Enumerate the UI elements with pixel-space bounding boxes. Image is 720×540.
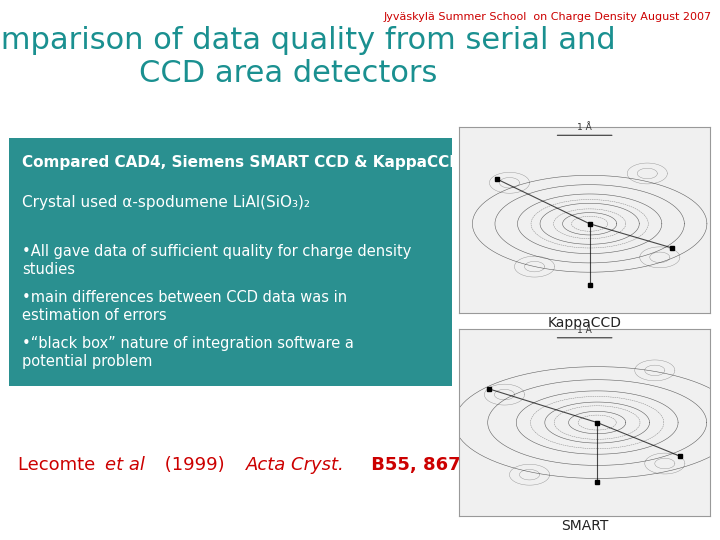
Text: Lecomte: Lecomte	[18, 456, 101, 474]
Text: Compared CAD4, Siemens SMART CCD & KappaCCD: Compared CAD4, Siemens SMART CCD & Kappa…	[22, 155, 462, 170]
Text: Crystal used α-spodumene LiAl(SiO₃)₂: Crystal used α-spodumene LiAl(SiO₃)₂	[22, 195, 310, 211]
Text: Jyväskylä Summer School  on Charge Density August 2007: Jyväskylä Summer School on Charge Densit…	[383, 12, 711, 22]
Text: 1 Å: 1 Å	[577, 124, 592, 132]
Text: CCD area detectors: CCD area detectors	[139, 59, 437, 89]
Text: KappaCCD: KappaCCD	[548, 316, 621, 330]
Text: •main differences between CCD data was in
estimation of errors: •main differences between CCD data was i…	[22, 290, 348, 323]
Text: B55, 867-881: B55, 867-881	[364, 456, 505, 474]
Text: SMART: SMART	[561, 519, 608, 533]
Text: Comparison of data quality from serial and: Comparison of data quality from serial a…	[0, 26, 616, 55]
Text: Acta Cryst.: Acta Cryst.	[246, 456, 344, 474]
Text: •“black box” nature of integration software a
potential problem: •“black box” nature of integration softw…	[22, 336, 354, 369]
Text: •All gave data of sufficient quality for charge density
studies: •All gave data of sufficient quality for…	[22, 244, 412, 277]
Text: (1999): (1999)	[159, 456, 230, 474]
Text: 1 Å: 1 Å	[577, 326, 592, 335]
FancyBboxPatch shape	[9, 138, 452, 386]
Text: et al: et al	[104, 456, 145, 474]
